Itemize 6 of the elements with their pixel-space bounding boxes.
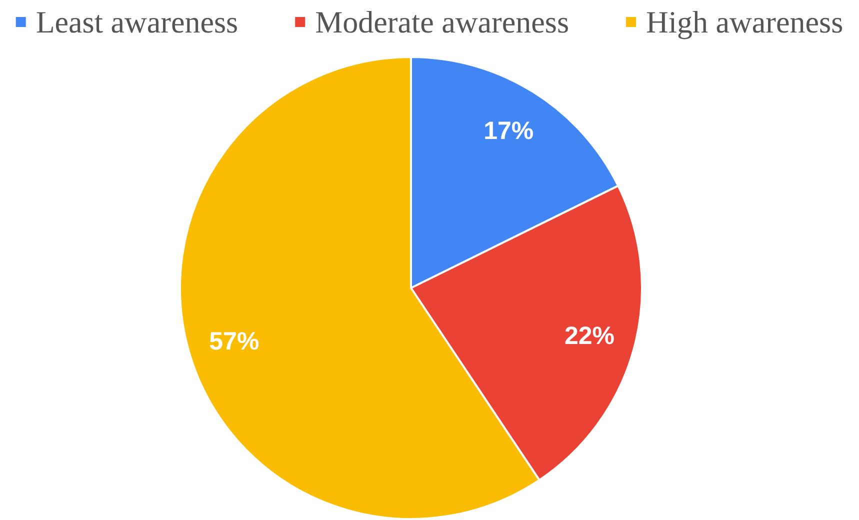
data-label: 22% (564, 322, 615, 350)
legend-label: Least awareness (36, 4, 238, 40)
legend-label: Moderate awareness (315, 4, 570, 40)
legend-label: High awareness (646, 4, 844, 40)
data-label: 57% (209, 328, 260, 356)
data-label: 17% (484, 117, 534, 146)
